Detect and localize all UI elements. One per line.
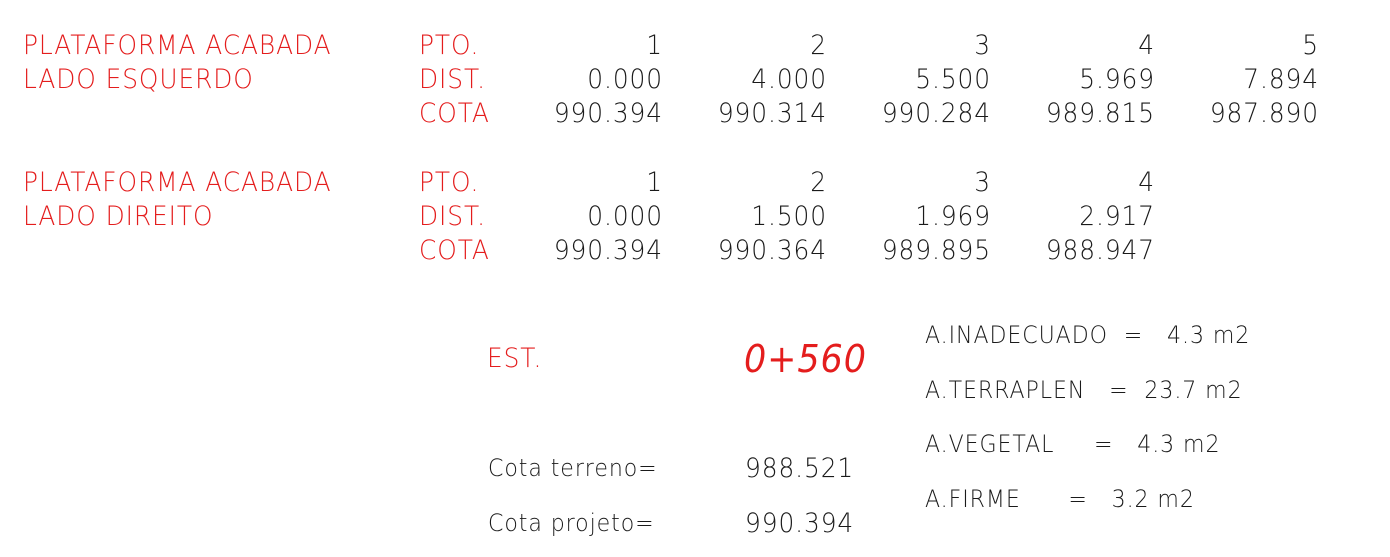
station-label: EST. <box>487 343 543 374</box>
right-dist-4: 2.917 <box>1079 201 1155 232</box>
right-dist-2: 1.500 <box>751 201 827 232</box>
left-dist-1: 0.000 <box>587 64 663 95</box>
area-vegetal: A.VEGETAL = 4.3 m2 <box>925 430 1221 458</box>
left-cota-4: 989.815 <box>1045 98 1155 129</box>
left-dist-3: 5.500 <box>915 64 991 95</box>
right-title-line2: LADO DIREITO <box>23 201 214 232</box>
right-cota-4: 988.947 <box>1045 235 1155 266</box>
right-pto-1: 1 <box>646 167 663 198</box>
left-cota-1: 990.394 <box>553 98 663 129</box>
right-cota-2: 990.364 <box>717 235 827 266</box>
left-pto-1: 1 <box>646 30 663 61</box>
left-pto-2: 2 <box>810 30 827 61</box>
cota-projeto-value: 990.394 <box>745 508 855 539</box>
left-pto-5: 5 <box>1302 30 1319 61</box>
left-title-line2: LADO ESQUERDO <box>23 64 254 95</box>
area-terraplen: A.TERRAPLEN = 23.7 m2 <box>925 376 1243 404</box>
right-title-line1: PLATAFORMA ACABADA <box>23 167 332 198</box>
station-value: 0+560 <box>744 337 867 381</box>
left-cota-3: 990.284 <box>881 98 991 129</box>
right-label-cota: COTA <box>419 235 490 266</box>
right-cota-1: 990.394 <box>553 235 663 266</box>
left-cota-2: 990.314 <box>717 98 827 129</box>
cota-terreno-value: 988.521 <box>745 453 855 484</box>
right-pto-4: 4 <box>1138 167 1155 198</box>
right-cota-3: 989.895 <box>881 235 991 266</box>
left-label-dist: DIST. <box>419 64 486 95</box>
left-dist-2: 4.000 <box>751 64 827 95</box>
right-dist-3: 1.969 <box>915 201 991 232</box>
right-dist-1: 0.000 <box>587 201 663 232</box>
left-cota-5: 987.890 <box>1209 98 1319 129</box>
right-pto-3: 3 <box>974 167 991 198</box>
left-pto-3: 3 <box>974 30 991 61</box>
left-title-line1: PLATAFORMA ACABADA <box>23 30 332 61</box>
area-inadecuado: A.INADECUADO = 4.3 m2 <box>925 321 1251 349</box>
right-label-pto: PTO. <box>419 167 480 198</box>
left-pto-4: 4 <box>1138 30 1155 61</box>
cota-projeto-label: Cota projeto= <box>488 509 655 537</box>
left-dist-5: 7.894 <box>1243 64 1319 95</box>
left-dist-4: 5.969 <box>1079 64 1155 95</box>
left-label-cota: COTA <box>419 98 490 129</box>
cota-terreno-label: Cota terreno= <box>488 454 658 482</box>
right-label-dist: DIST. <box>419 201 486 232</box>
right-pto-2: 2 <box>810 167 827 198</box>
left-label-pto: PTO. <box>419 30 480 61</box>
area-firme: A.FIRME = 3.2 m2 <box>925 485 1195 513</box>
